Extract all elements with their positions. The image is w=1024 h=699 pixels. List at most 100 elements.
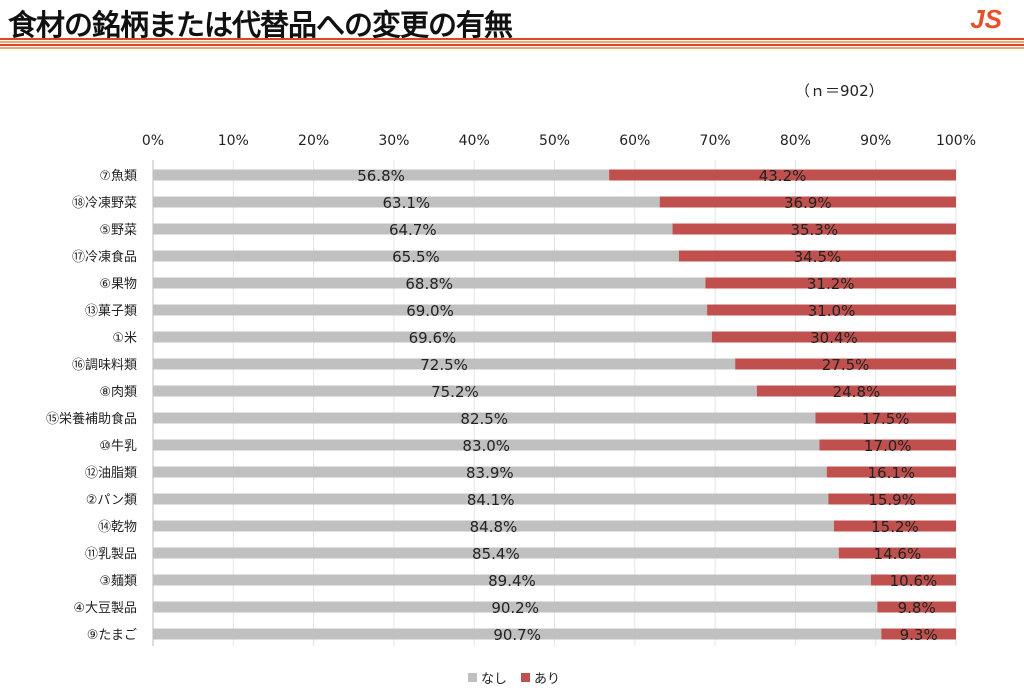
bar-nashi xyxy=(153,169,610,181)
data-label-ari: 30.4% xyxy=(810,329,858,347)
data-label-ari: 31.2% xyxy=(807,275,855,293)
x-tick-label: 60% xyxy=(619,133,650,149)
bar-ari xyxy=(826,466,956,478)
category-label: ①米 xyxy=(112,331,137,346)
bar-nashi xyxy=(153,331,712,343)
data-label-nashi: 64.7% xyxy=(389,221,437,239)
legend-label-nashi: なし xyxy=(481,672,508,687)
data-label-nashi: 85.4% xyxy=(472,545,520,563)
bar-ari xyxy=(833,520,956,532)
data-label-ari: 16.1% xyxy=(868,464,916,482)
data-label-ari: 10.6% xyxy=(890,572,938,590)
data-label-nashi: 83.0% xyxy=(462,437,510,455)
data-label-ari: 34.5% xyxy=(794,248,842,266)
data-label-nashi: 63.1% xyxy=(383,194,431,212)
legend-item-nashi: なし xyxy=(468,668,507,687)
bar-ari xyxy=(659,196,956,208)
category-label: ⑬菓子類 xyxy=(85,304,137,319)
category-label: ②パン類 xyxy=(86,493,137,508)
x-tick-label: 40% xyxy=(459,133,490,149)
bar-nashi xyxy=(153,250,679,262)
data-label-nashi: 69.6% xyxy=(409,329,457,347)
data-label-ari: 36.9% xyxy=(784,194,832,212)
category-label: ⑰冷凍食品 xyxy=(72,249,137,265)
bar-ari xyxy=(711,331,956,343)
category-label: ⑦魚類 xyxy=(99,169,137,184)
x-tick-label: 70% xyxy=(700,133,731,149)
data-label-ari: 35.3% xyxy=(790,221,838,239)
category-label: ⑭乾物 xyxy=(98,520,137,535)
data-label-ari: 17.0% xyxy=(864,437,912,455)
bar-nashi xyxy=(153,628,882,640)
bar-nashi xyxy=(153,466,827,478)
bar-ari xyxy=(838,547,956,559)
data-label-nashi: 82.5% xyxy=(460,410,508,428)
bar-nashi xyxy=(153,304,708,316)
x-tick-label: 90% xyxy=(860,133,891,149)
category-label: ⑯調味料類 xyxy=(72,358,137,373)
category-label: ③麺類 xyxy=(99,574,137,589)
data-label-nashi: 56.8% xyxy=(357,167,405,185)
bar-nashi xyxy=(153,196,660,208)
legend-swatch-ari xyxy=(521,673,531,682)
data-label-ari: 27.5% xyxy=(822,356,870,374)
category-label: ⑤野菜 xyxy=(99,223,137,238)
bar-ari xyxy=(870,574,956,586)
bar-ari xyxy=(735,358,956,370)
category-label: ④大豆製品 xyxy=(73,601,137,616)
js-logo: JS xyxy=(970,4,1002,34)
category-label: ⑨たまご xyxy=(87,627,137,643)
bar-ari xyxy=(678,250,956,262)
bar-nashi xyxy=(153,439,820,451)
bar-ari xyxy=(609,169,956,181)
data-label-nashi: 84.8% xyxy=(470,518,518,536)
bar-nashi xyxy=(153,574,871,586)
data-label-nashi: 75.2% xyxy=(431,383,479,401)
category-label: ⑪乳製品 xyxy=(85,547,137,562)
category-label: ⑥果物 xyxy=(99,277,137,292)
bar-ari xyxy=(877,601,956,613)
bar-ari xyxy=(815,412,956,424)
bar-ari xyxy=(881,628,956,640)
legend-swatch-nashi xyxy=(468,673,477,682)
data-label-ari: 15.9% xyxy=(868,491,916,509)
data-label-nashi: 68.8% xyxy=(405,275,453,293)
bar-nashi xyxy=(153,358,736,370)
data-label-nashi: 90.7% xyxy=(493,626,541,644)
category-label: ⑱冷凍野菜 xyxy=(72,195,137,211)
page-title: 食材の銘柄または代替品への変更の有無 xyxy=(8,8,513,42)
bar-nashi xyxy=(153,223,673,235)
legend-label-ari: あり xyxy=(534,672,561,687)
bar-ari xyxy=(819,439,956,451)
sample-size-note: （ｎ＝902） xyxy=(795,82,884,100)
data-label-nashi: 89.4% xyxy=(488,572,536,590)
data-label-nashi: 65.5% xyxy=(392,248,440,266)
bar-ari xyxy=(828,493,956,505)
x-tick-label: 20% xyxy=(298,133,329,149)
bar-nashi xyxy=(153,412,816,424)
data-label-nashi: 83.9% xyxy=(466,464,514,482)
data-label-nashi: 90.2% xyxy=(491,599,539,617)
data-label-ari: 24.8% xyxy=(833,383,881,401)
category-label: ⑮栄養補助食品 xyxy=(46,411,137,427)
bar-nashi xyxy=(153,277,706,289)
bar-nashi xyxy=(153,385,757,397)
data-label-ari: 9.8% xyxy=(898,599,936,617)
legend-item-ari: あり xyxy=(521,668,560,687)
category-label: ⑧肉類 xyxy=(99,385,137,400)
data-label-ari: 9.3% xyxy=(900,626,938,644)
data-label-ari: 31.0% xyxy=(808,302,856,320)
data-label-ari: 17.5% xyxy=(862,410,910,428)
bar-nashi xyxy=(153,601,878,613)
data-label-nashi: 72.5% xyxy=(420,356,468,374)
bar-nashi xyxy=(153,547,839,559)
bar-ari xyxy=(705,277,956,289)
category-label: ⑩牛乳 xyxy=(99,439,137,454)
legend: なし あり xyxy=(468,668,560,687)
bar-nashi xyxy=(153,493,829,505)
bar-ari xyxy=(756,385,956,397)
bar-ari xyxy=(707,304,956,316)
x-tick-label: 100% xyxy=(936,133,976,149)
x-tick-label: 0% xyxy=(142,133,164,149)
